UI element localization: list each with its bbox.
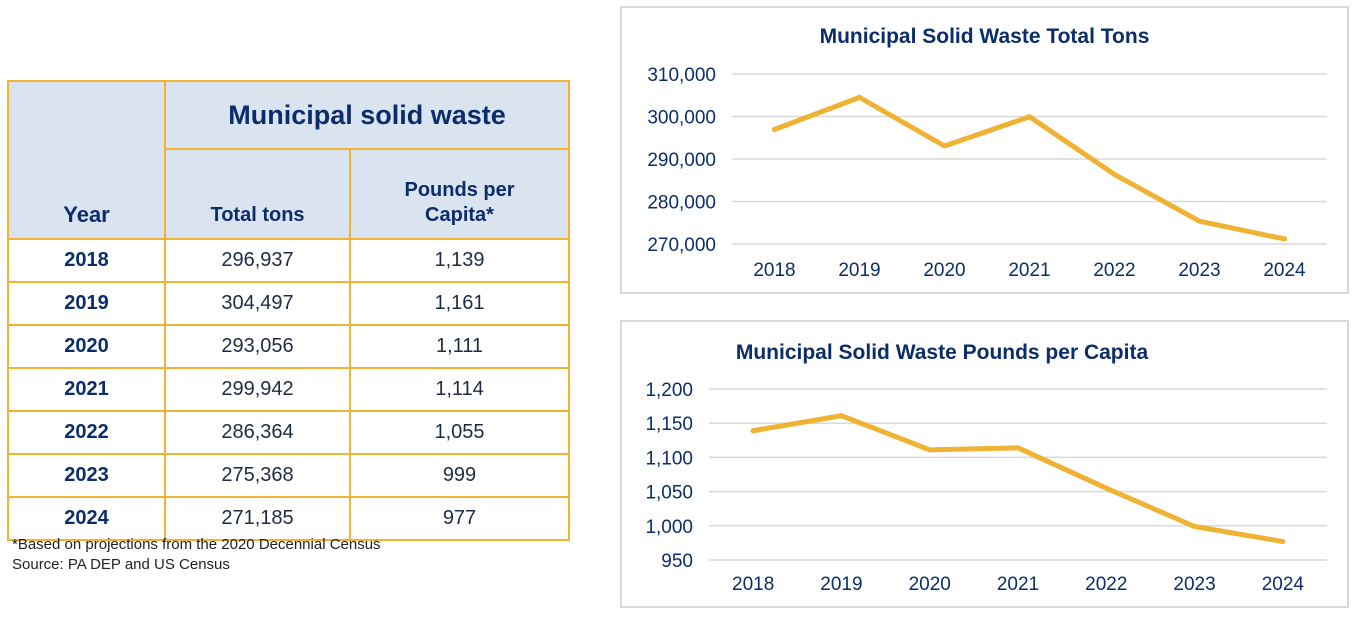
series-line — [750, 413, 1286, 545]
row-year: 2024 — [7, 496, 166, 541]
table-row: 2019 304,497 1,161 — [7, 281, 570, 326]
y-tick-label: 950 — [661, 551, 693, 572]
y-tick-label: 310,000 — [647, 65, 716, 86]
x-tick-label: 2019 — [820, 574, 862, 595]
row-tons: 304,497 — [164, 281, 351, 326]
row-ppc: 1,114 — [349, 367, 570, 412]
table-row: 2023 275,368 999 — [7, 453, 570, 498]
x-tick-label: 2024 — [1263, 260, 1306, 281]
data-point — [750, 428, 756, 434]
total-tons-plot: 270,000 280,000 290,000 300,000 310,000 2018 2… — [647, 65, 1327, 281]
x-tick-label: 2021 — [1008, 260, 1050, 281]
data-point — [927, 447, 933, 453]
y-tick-label: 1,150 — [645, 414, 693, 435]
pounds-per-capita-chart: 950 1,000 1,050 1,100 1,150 1,200 2018 2019 2020… — [620, 320, 1349, 608]
y-tick-label: 1,000 — [645, 517, 693, 538]
total-tons-header: Total tons — [164, 148, 351, 240]
row-ppc: 999 — [349, 453, 570, 498]
row-ppc: 977 — [349, 496, 570, 541]
x-tick-label: 2022 — [1093, 260, 1135, 281]
footnote: *Based on projections from the 2020 Dece… — [12, 536, 381, 553]
x-tick-label: 2019 — [838, 260, 880, 281]
data-point — [1112, 171, 1117, 177]
y-tick-label: 1,100 — [645, 448, 693, 469]
chart-title: Municipal Solid Waste Pounds per Capita — [735, 341, 1149, 364]
data-point — [1103, 485, 1109, 491]
data-point — [1015, 445, 1021, 451]
y-tick-label: 280,000 — [647, 193, 716, 214]
row-tons: 275,368 — [164, 453, 351, 498]
x-tick-label: 2020 — [909, 574, 951, 595]
row-tons: 296,937 — [164, 238, 351, 283]
pounds-per-capita-header: Pounds per Capita* — [349, 148, 570, 240]
row-year: 2018 — [7, 238, 166, 283]
pounds-per-capita-plot: 950 1,000 1,050 1,100 1,150 1,200 2018 2019 2020… — [645, 380, 1327, 595]
table-row: 2018 296,937 1,139 — [7, 238, 570, 283]
data-point — [1027, 114, 1032, 120]
y-tick-label: 270,000 — [647, 235, 716, 256]
row-year: 2022 — [7, 410, 166, 455]
waste-table: Year Municipal solid waste Total tons Po… — [7, 80, 570, 541]
x-tick-label: 2021 — [997, 574, 1039, 595]
row-ppc: 1,055 — [349, 410, 570, 455]
x-tick-label: 2023 — [1178, 260, 1220, 281]
group-header: Municipal solid waste — [164, 80, 570, 150]
chart-title: Municipal Solid Waste Total Tons — [819, 25, 1150, 48]
table-row: 2021 299,942 1,114 — [7, 367, 570, 412]
year-header: Year — [7, 80, 166, 240]
table-row: 2022 286,364 1,055 — [7, 410, 570, 455]
row-tons: 286,364 — [164, 410, 351, 455]
table-notes: *Based on projections from the 2020 Dece… — [12, 535, 381, 575]
table-row: 2024 271,185 977 — [7, 496, 570, 541]
y-tick-label: 1,050 — [645, 483, 693, 504]
row-tons: 293,056 — [164, 324, 351, 369]
row-year: 2021 — [7, 367, 166, 412]
data-point — [1192, 523, 1198, 529]
data-point — [942, 143, 947, 149]
x-tick-label: 2018 — [732, 574, 774, 595]
data-point — [772, 127, 777, 133]
source-note: Source: PA DEP and US Census — [12, 556, 230, 573]
x-tick-label: 2022 — [1085, 574, 1127, 595]
ppc-header-line2: Capita* — [425, 204, 494, 226]
total-tons-chart: 270,000 280,000 290,000 300,000 310,000 2018 2… — [620, 6, 1349, 294]
x-tick-label: 2020 — [923, 260, 965, 281]
x-tick-label: 2023 — [1173, 574, 1215, 595]
data-point — [1280, 539, 1286, 545]
x-tick-label: 2024 — [1262, 574, 1305, 595]
row-ppc: 1,139 — [349, 238, 570, 283]
table-row: 2020 293,056 1,111 — [7, 324, 570, 369]
row-ppc: 1,161 — [349, 281, 570, 326]
row-tons: 271,185 — [164, 496, 351, 541]
y-tick-label: 1,200 — [645, 380, 693, 401]
row-tons: 299,942 — [164, 367, 351, 412]
row-year: 2023 — [7, 453, 166, 498]
data-point — [1197, 218, 1202, 224]
ppc-header-line1: Pounds per — [404, 179, 515, 201]
row-ppc: 1,111 — [349, 324, 570, 369]
x-tick-label: 2018 — [753, 260, 795, 281]
y-tick-label: 300,000 — [647, 108, 716, 129]
y-tick-label: 290,000 — [647, 150, 716, 171]
row-year: 2019 — [7, 281, 166, 326]
row-year: 2020 — [7, 324, 166, 369]
data-point — [838, 413, 844, 419]
data-point — [857, 94, 862, 100]
data-point — [1282, 236, 1287, 242]
